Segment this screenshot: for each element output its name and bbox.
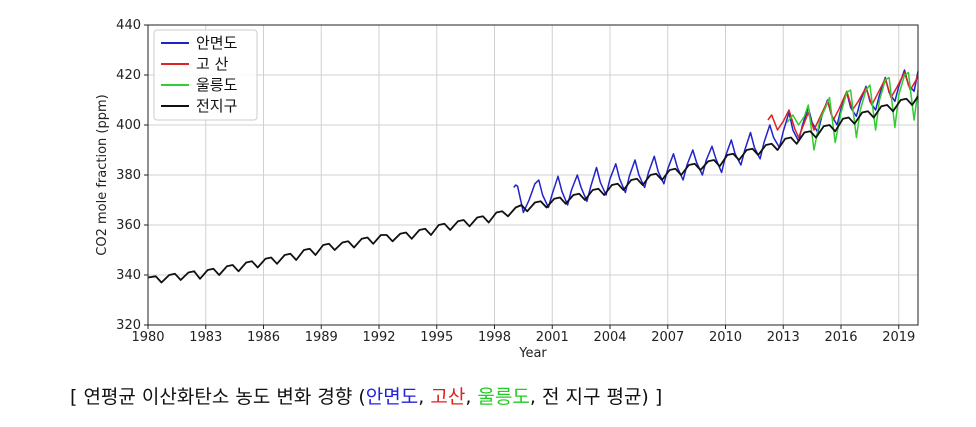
x-tick-label: 1986 [247, 330, 280, 345]
x-tick-label: 1983 [189, 330, 222, 345]
caption-station-gosan: 고산 [430, 386, 466, 408]
x-tick-label: 2001 [536, 330, 569, 345]
y-tick-label: 380 [116, 168, 141, 183]
legend-label: 울릉도 [196, 76, 238, 94]
series-line-3 [147, 95, 919, 284]
series-line-1 [767, 71, 919, 139]
x-tick-label: 1995 [420, 330, 453, 345]
y-tick-label: 440 [116, 18, 141, 33]
x-tick-label: 1989 [305, 330, 338, 345]
legend-label: 안면도 [196, 34, 238, 52]
legend-label: 전지구 [196, 97, 237, 115]
y-tick-label: 320 [116, 318, 141, 333]
plot-background [0, 0, 976, 372]
x-tick-label: 2007 [651, 330, 684, 345]
x-tick-label: 2010 [709, 330, 742, 345]
x-tick-label: 1980 [131, 330, 164, 345]
series-lines [147, 69, 919, 284]
x-tick-label: 2019 [882, 330, 915, 345]
co2-line-chart: 1980 1983 1986 1989 1992 1995 1998 2001 2004 2007… [0, 0, 976, 372]
x-tick-label: 2013 [767, 330, 800, 345]
caption-separator-2: , [465, 386, 478, 408]
series-line-0 [513, 69, 919, 214]
x-axis-title: Year [518, 346, 547, 361]
y-tick-label: 340 [116, 268, 141, 283]
grid-lines [147, 24, 918, 326]
legend-box [153, 29, 258, 121]
x-tick-label: 2004 [593, 330, 626, 345]
caption-separator-1: , [418, 386, 431, 408]
y-axis-title: CO2 mole fraction (ppm) [95, 94, 110, 255]
x-tick-label: 2016 [824, 330, 857, 345]
legend-label: 고 산 [196, 55, 229, 73]
y-tick-label: 420 [116, 68, 141, 83]
caption-tail: , 전 지구 평균) ] [529, 386, 663, 408]
caption-open: [ 연평균 이산화탄소 농도 변화 경향 ( [70, 386, 366, 408]
y-tick-label: 400 [116, 118, 141, 133]
x-tick-label: 1992 [362, 330, 395, 345]
x-tick-label: 1998 [478, 330, 511, 345]
caption-station-ulleungdo: 울릉도 [477, 386, 530, 408]
axis-ticks: 1980 1983 1986 1989 1992 1995 1998 2001 2004 2007… [116, 18, 915, 345]
caption-station-anmyeondo: 안면도 [365, 386, 419, 408]
figure-caption: [ 연평균 이산화탄소 농도 변화 경향 (안면도, 고산, 울릉도, 전 지구… [70, 382, 662, 409]
y-tick-label: 360 [116, 218, 141, 233]
